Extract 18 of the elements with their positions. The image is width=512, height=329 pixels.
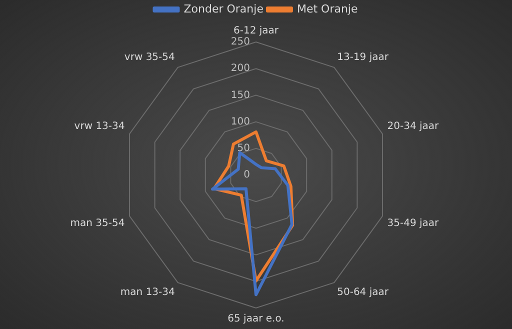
spoke-label: 20-34 jaar [387, 120, 440, 132]
spoke-label: man 35-54 [70, 218, 125, 230]
spoke-label: 6-12 jaar [233, 26, 280, 37]
legend-label: Zonder Oranje [184, 2, 264, 16]
y-tick-label: 250 [230, 36, 250, 48]
y-tick-label: 50 [237, 142, 250, 154]
spoke-label: 50-64 jaar [337, 287, 390, 298]
y-tick-label: 200 [230, 63, 250, 74]
spoke-label: man 13-34 [120, 287, 175, 298]
spoke-label: 65 jaar e.o. [228, 314, 284, 325]
spoke-label: 13-19 jaar [337, 52, 390, 63]
y-tick-label: 100 [230, 116, 250, 128]
spoke-label: 35-49 jaar [387, 218, 440, 230]
spoke-label: vrw 35-54 [124, 52, 175, 63]
spoke-label: vrw 13-34 [74, 120, 125, 132]
legend-label: Met Oranje [296, 2, 358, 16]
y-tick-label: 0 [244, 170, 250, 181]
y-tick-label: 150 [230, 90, 250, 101]
